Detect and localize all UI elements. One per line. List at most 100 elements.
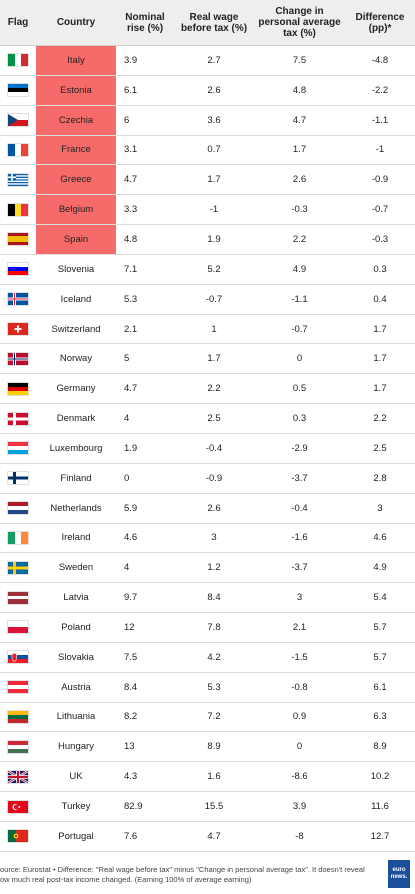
nominal-rise-cell: 3.3	[124, 204, 138, 216]
nominal-rise-cell: 1.9	[124, 442, 138, 454]
real-wage-cell: 7.2	[207, 711, 221, 723]
flag-cell	[0, 255, 36, 284]
country-cell: Turkey	[61, 801, 91, 813]
difference-cell: 1.7	[373, 383, 387, 395]
table-row: Slovenia 7.1 5.2 4.9 0.3	[0, 255, 415, 285]
table-row: Estonia 6.1 2.6 4.8 -2.2	[0, 75, 415, 106]
nominal-rise-cell: 4	[124, 413, 130, 425]
tax-change-cell: -3.7	[291, 562, 308, 574]
table-header: Flag Country Nominal rise (%) Real wage …	[0, 0, 415, 46]
nominal-rise-cell: 3.9	[124, 54, 138, 66]
nominal-rise-cell: 82.9	[124, 801, 143, 813]
country-cell: Belgium	[36, 195, 116, 225]
header-difference: Difference (pp)*	[355, 11, 405, 34]
nominal-rise-cell: 8.4	[124, 681, 138, 693]
nominal-rise-cell: 7.1	[124, 263, 138, 275]
difference-cell: 8.9	[373, 741, 387, 753]
nominal-rise-cell: 2.1	[124, 323, 138, 335]
country-cell: Germany	[56, 383, 96, 395]
real-wage-cell: -0.9	[205, 472, 223, 484]
country-cell: Netherlands	[50, 502, 102, 514]
nominal-rise-cell: 7.5	[124, 651, 138, 663]
table-row: Slovakia 7.5 4.2 -1.5 5.7	[0, 643, 415, 673]
country-cell: Slovakia	[58, 651, 94, 663]
estonia-flag	[7, 83, 29, 98]
real-wage-cell: 1	[211, 323, 217, 335]
flag-cell	[0, 822, 36, 851]
difference-cell: 5.7	[373, 621, 387, 633]
real-wage-cell: 1.7	[207, 353, 221, 365]
real-wage-cell: 5.2	[207, 263, 221, 275]
difference-cell: -0.7	[371, 204, 389, 216]
source-line-2: ow much real post-tax income changed. (E…	[0, 875, 252, 884]
country-cell: Spain	[36, 225, 116, 254]
real-wage-cell: 2.6	[207, 502, 221, 514]
difference-cell: -2.2	[371, 84, 389, 96]
netherlands-flag	[7, 501, 29, 516]
norway-flag	[7, 351, 29, 366]
country-cell: Norway	[59, 353, 93, 365]
country-cell: Slovenia	[57, 263, 95, 275]
difference-cell: 1.7	[373, 323, 387, 335]
uk-flag	[7, 769, 29, 784]
real-wage-cell: 2.7	[207, 54, 221, 66]
nominal-rise-cell: 4.7	[124, 174, 138, 186]
difference-cell: 2.5	[373, 442, 387, 454]
nominal-rise-cell: 4.8	[124, 233, 138, 245]
real-wage-cell: -0.7	[205, 293, 223, 305]
table-row: Switzerland 2.1 1 -0.7 1.7	[0, 315, 415, 345]
flag-cell	[0, 374, 36, 403]
country-cell: Czechia	[36, 105, 116, 135]
belgium-flag	[7, 202, 29, 217]
portugal-flag	[7, 829, 29, 844]
header-real-wage: Real wage before tax (%)	[180, 11, 248, 34]
difference-cell: 11.6	[371, 801, 389, 813]
tax-change-cell: 3.9	[292, 801, 307, 813]
country-cell: Luxembourg	[49, 442, 103, 454]
difference-cell: 2.8	[373, 472, 387, 484]
difference-cell: 4.6	[373, 532, 387, 544]
tax-change-cell: 0	[296, 741, 303, 753]
tax-change-cell: 0	[296, 353, 303, 365]
real-wage-cell: 3.6	[207, 114, 221, 126]
tax-change-cell: 2.2	[292, 233, 307, 245]
table-row: Luxembourg 1.9 -0.4 -2.9 2.5	[0, 434, 415, 464]
tax-change-cell: 1.7	[292, 144, 307, 156]
difference-cell: -0.3	[371, 233, 389, 245]
denmark-flag	[7, 411, 29, 426]
flag-cell	[0, 285, 36, 314]
real-wage-cell: 2.6	[207, 84, 221, 96]
country-cell: France	[36, 135, 116, 165]
country-cell: Denmark	[56, 413, 96, 425]
switzerland-flag	[7, 322, 29, 337]
austria-flag	[7, 680, 29, 695]
difference-cell: -1	[375, 144, 385, 156]
country-cell: Sweden	[58, 562, 94, 574]
real-wage-cell: 7.8	[207, 621, 221, 633]
real-wage-cell: 8.9	[207, 741, 221, 753]
flag-cell	[0, 524, 36, 553]
flag-cell	[0, 225, 36, 254]
ireland-flag	[7, 530, 29, 545]
czechia-flag	[7, 113, 29, 128]
flag-cell	[0, 643, 36, 672]
country-cell: Austria	[61, 681, 91, 693]
real-wage-cell: 5.3	[207, 681, 221, 693]
nominal-rise-cell: 6.1	[124, 84, 138, 96]
tax-change-cell: -1.5	[291, 651, 308, 663]
tax-change-cell: -2.9	[291, 442, 308, 454]
difference-cell: 4.9	[373, 562, 387, 574]
table-row: Italy 3.9 2.7 7.5 -4.8	[0, 46, 415, 76]
real-wage-cell: 2.2	[207, 383, 221, 395]
nominal-rise-cell: 13	[124, 741, 135, 753]
table-row: Hungary 13 8.9 0 8.9	[0, 732, 415, 763]
difference-cell: -4.8	[371, 54, 389, 66]
flag-cell	[0, 703, 36, 732]
real-wage-cell: 1.2	[207, 562, 221, 574]
flag-cell	[0, 46, 36, 75]
flag-cell	[0, 464, 36, 493]
nominal-rise-cell: 5.3	[124, 293, 138, 305]
finland-flag	[7, 471, 29, 486]
tax-change-cell: 4.9	[292, 263, 307, 275]
table-row: Ireland 4.6 3 -1.6 4.6	[0, 524, 415, 554]
